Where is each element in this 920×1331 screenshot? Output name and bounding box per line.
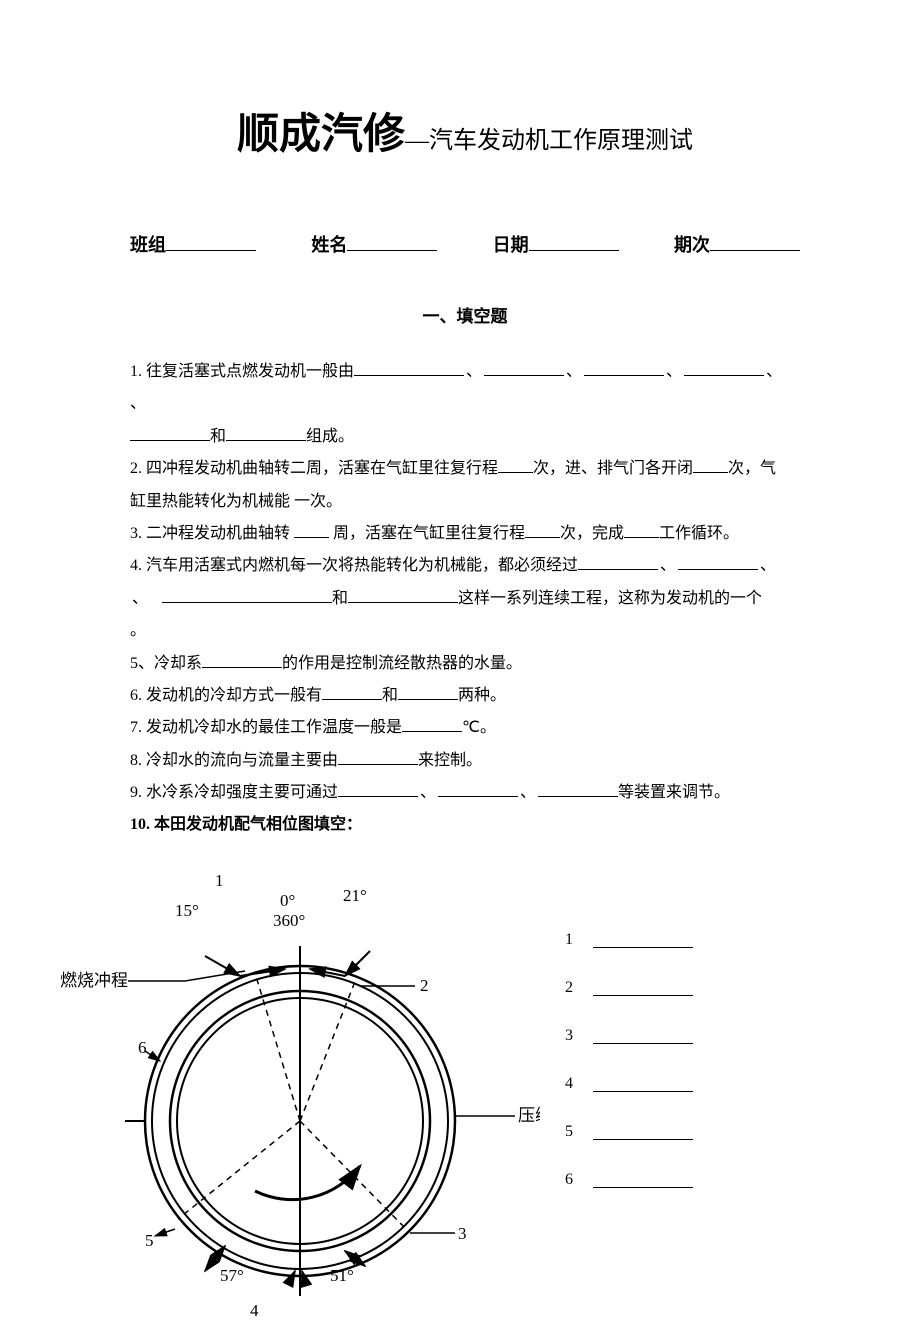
answer-row: 4 — [565, 1060, 693, 1108]
section-header: 一、填空题 — [130, 302, 800, 327]
q4: 4. 汽车用活塞式内燃机每一次将热能转化为机械能，都必须经过、、 — [130, 551, 800, 581]
title-big: 顺成汽修 — [237, 110, 405, 157]
q8: 8. 冷却水的流向与流量主要由来控制。 — [130, 746, 800, 776]
svg-text:360°: 360° — [273, 911, 305, 930]
period-blank[interactable] — [710, 233, 800, 251]
svg-text:1: 1 — [215, 871, 224, 890]
answer-row: 3 — [565, 1012, 693, 1060]
q6: 6. 发动机的冷却方式一般有和两种。 — [130, 681, 800, 711]
valve-timing-diagram: 1 15° 0° 360° 21° 2 3 4 5 6 57° 51° 燃烧冲程… — [60, 851, 540, 1331]
q4-line2: 、 和这样一系列连续工程，这称为发动机的一个 — [130, 584, 800, 614]
answer-row: 5 — [565, 1108, 693, 1156]
q3: 3. 二冲程发动机曲轴转 周，活塞在气缸里往复行程次，完成工作循环。 — [130, 519, 800, 549]
svg-text:57°: 57° — [220, 1266, 244, 1285]
svg-text:51°: 51° — [330, 1266, 354, 1285]
q9: 9. 水冷系冷却强度主要可通过、、等装置来调节。 — [130, 778, 800, 808]
name-field: 姓名 — [311, 231, 437, 257]
svg-text:压缩冲程: 压缩冲程 — [518, 1106, 540, 1125]
svg-text:15°: 15° — [175, 901, 199, 920]
date-field: 日期 — [493, 231, 619, 257]
answer-row: 2 — [565, 964, 693, 1012]
q10: 10. 本田发动机配气相位图填空： — [130, 810, 800, 840]
svg-text:0°: 0° — [280, 891, 295, 910]
svg-text:21°: 21° — [343, 886, 367, 905]
answer-row: 1 — [565, 916, 693, 964]
info-row: 班组 姓名 日期 期次 — [130, 231, 800, 257]
q2: 2. 四冲程发动机曲轴转二周，活塞在气缸里往复行程次，进、排气门各开闭次，气 — [130, 454, 800, 484]
period-field: 期次 — [674, 231, 800, 257]
date-blank[interactable] — [529, 233, 619, 251]
svg-text:3: 3 — [458, 1224, 467, 1243]
q2-line2: 缸里热能转化为机械能 一次。 — [130, 487, 800, 517]
title-sub: —汽车发动机工作原理测试 — [405, 128, 693, 154]
q5: 5、冷却系的作用是控制流经散热器的水量。 — [130, 649, 800, 679]
q1-line2: 、 — [130, 389, 800, 419]
q1: 1. 往复活塞式点燃发动机一般由、、、、 — [130, 357, 800, 387]
svg-text:6: 6 — [138, 1038, 147, 1057]
group-blank[interactable] — [166, 233, 256, 251]
svg-text:2: 2 — [420, 976, 429, 995]
q1-line3: 和组成。 — [130, 422, 800, 452]
answer-row: 6 — [565, 1156, 693, 1204]
name-blank[interactable] — [347, 233, 437, 251]
q4-line3: 。 — [130, 616, 800, 646]
title-row: 顺成汽修—汽车发动机工作原理测试 — [130, 100, 800, 161]
answer-list: 1 2 3 4 5 6 — [565, 916, 693, 1204]
diagram-container: 1 15° 0° 360° 21° 2 3 4 5 6 57° 51° 燃烧冲程… — [130, 851, 800, 1331]
svg-text:燃烧冲程: 燃烧冲程 — [60, 971, 128, 990]
svg-text:4: 4 — [250, 1301, 259, 1320]
q7: 7. 发动机冷却水的最佳工作温度一般是℃。 — [130, 713, 800, 743]
svg-text:5: 5 — [145, 1231, 154, 1250]
group-field: 班组 — [130, 231, 256, 257]
